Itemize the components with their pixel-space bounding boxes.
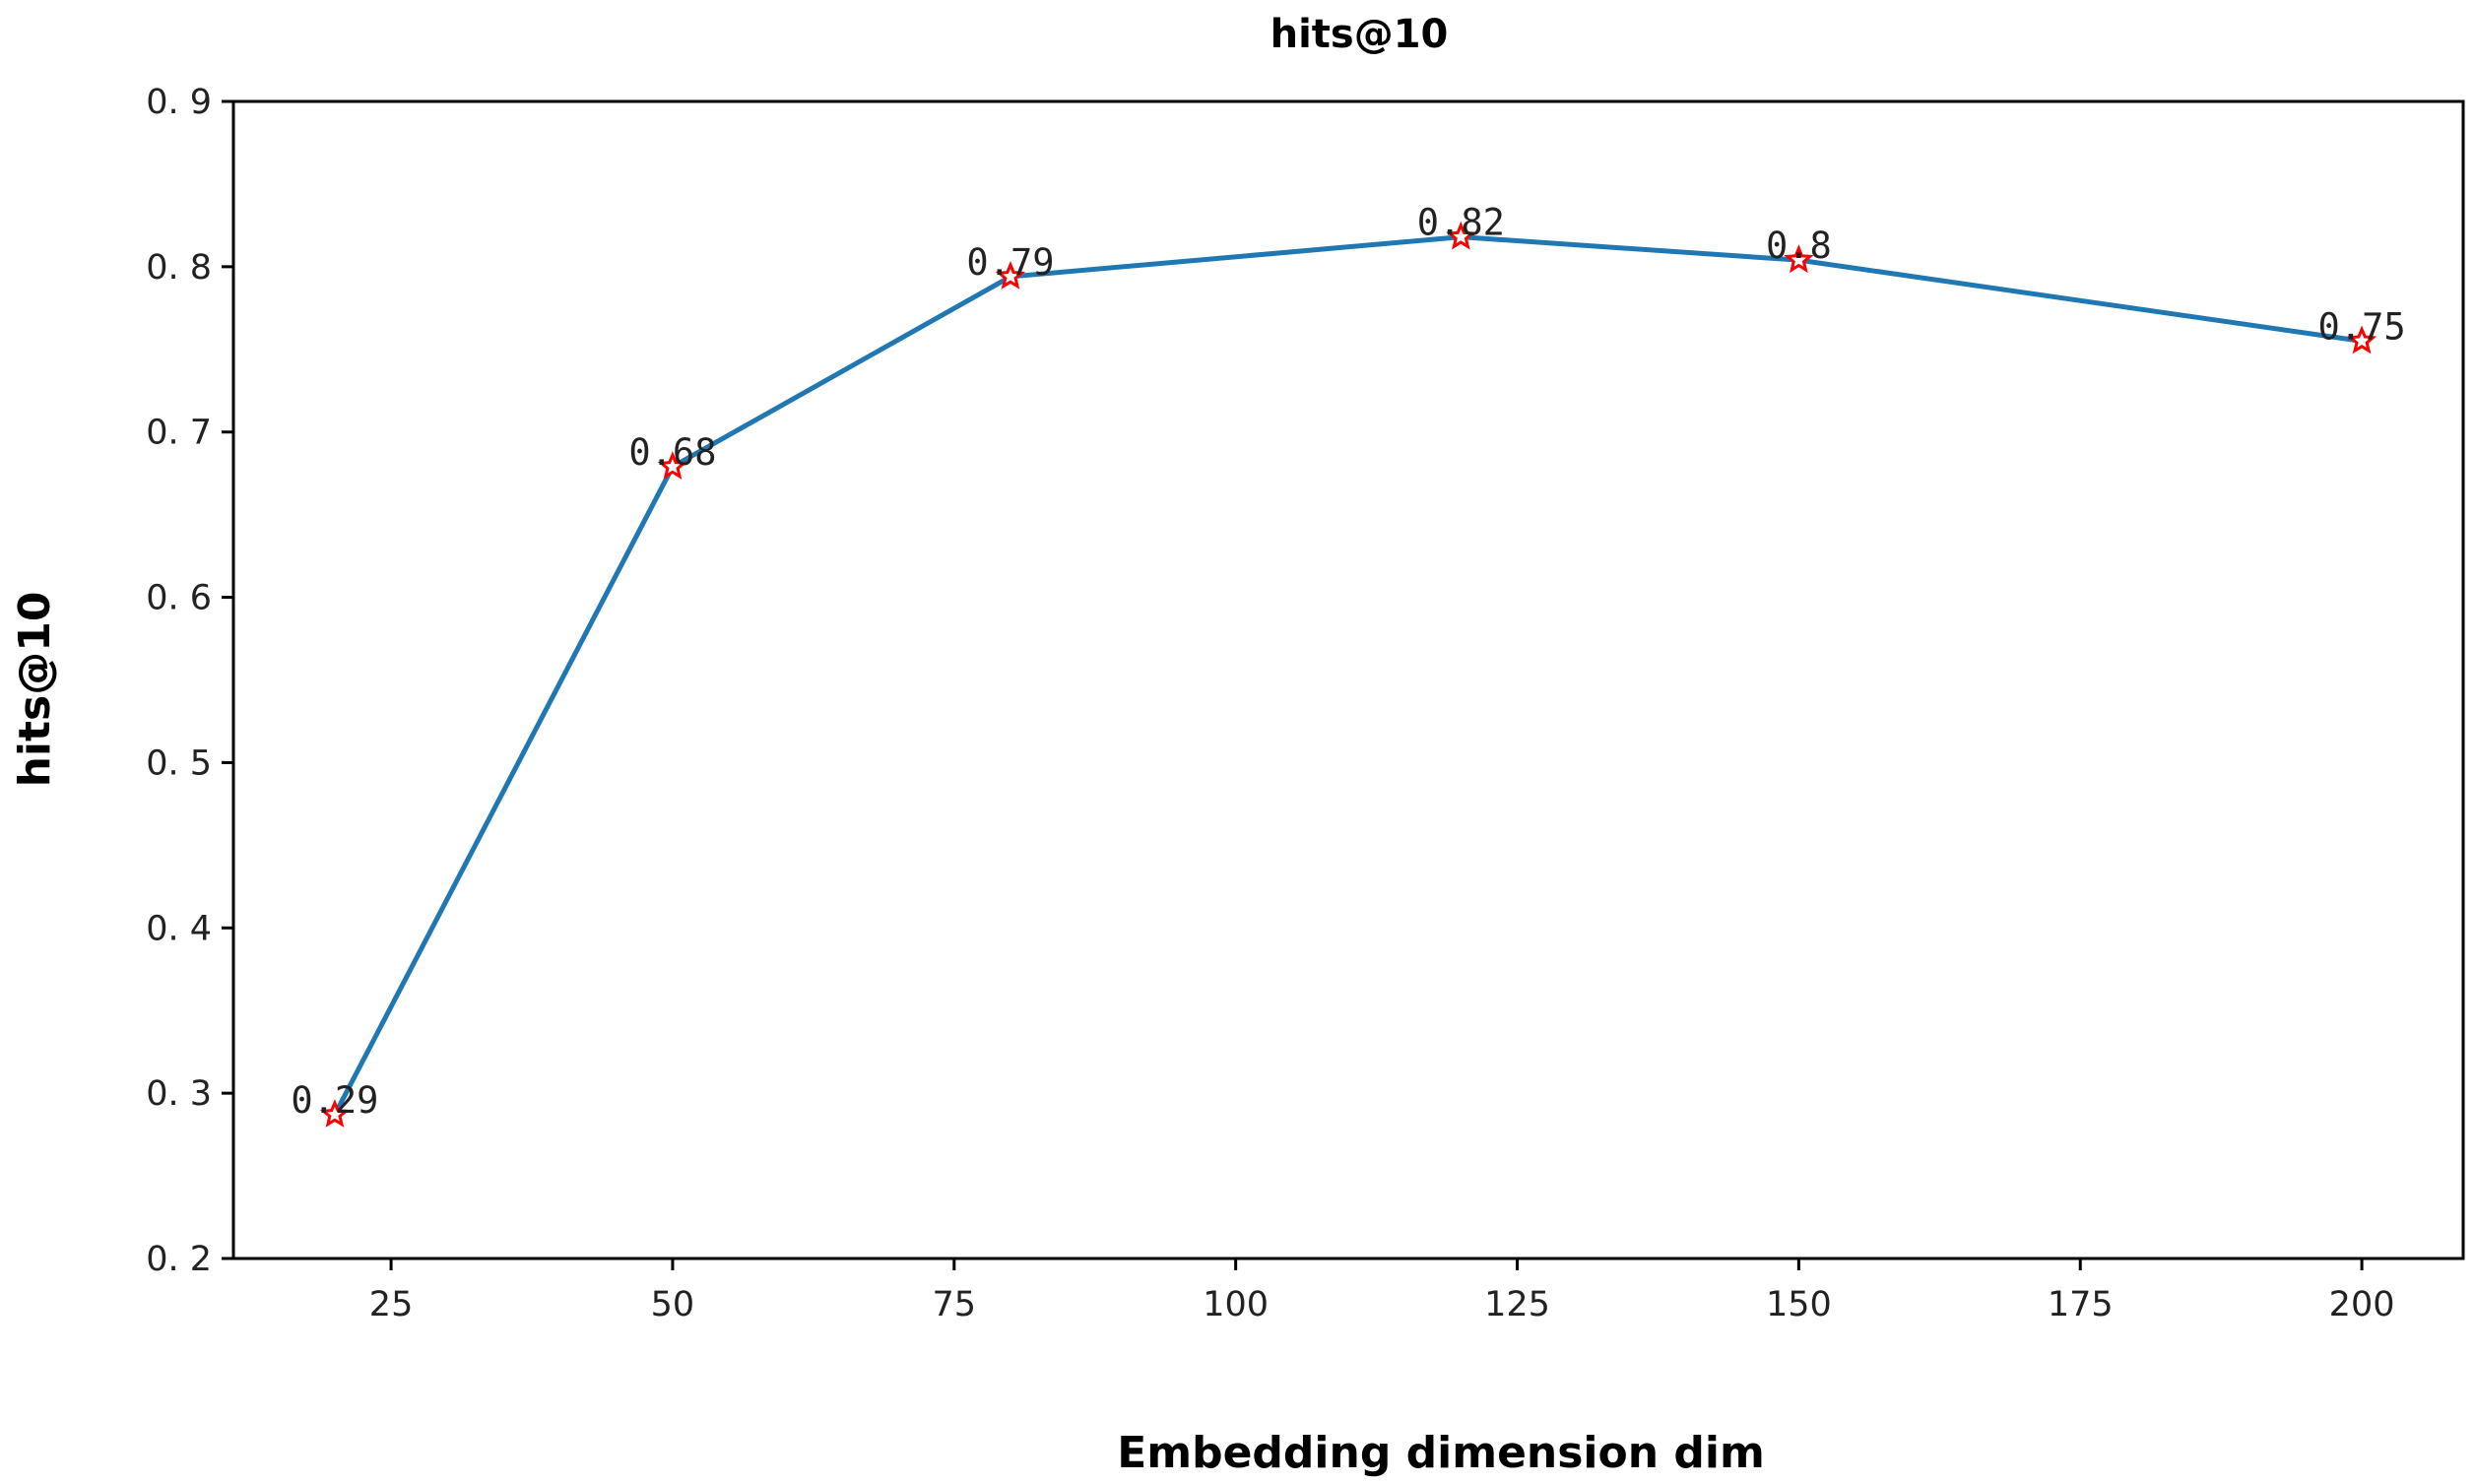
y-tick-label: 0. 6	[146, 579, 212, 618]
x-tick-label: 175	[2048, 1285, 2114, 1324]
data-label: 0.82	[1417, 202, 1505, 244]
data-label: 0.68	[628, 431, 716, 474]
plot-area-frame	[231, 99, 2465, 1260]
y-tick-label: 0. 4	[146, 909, 212, 948]
x-axis: 25 50 75 100 125 150 175 200	[369, 1258, 2395, 1324]
x-tick-label: 75	[933, 1285, 977, 1324]
data-label: 0.79	[966, 241, 1054, 284]
y-tick-label: 0. 9	[146, 83, 212, 122]
x-tick-label: 150	[1766, 1285, 1832, 1324]
series-line	[332, 234, 2363, 1117]
y-tick-label: 0. 2	[146, 1240, 212, 1279]
data-label: 0.8	[1766, 225, 1832, 267]
data-point-star-marker	[657, 451, 688, 480]
data-point-star-marker	[995, 260, 1026, 290]
y-tick-label: 0. 5	[146, 743, 212, 783]
data-point-star-marker	[1446, 221, 1476, 250]
data-point-star-marker	[319, 1099, 351, 1128]
x-tick-label: 50	[651, 1285, 695, 1324]
y-tick-label: 0. 3	[146, 1074, 212, 1114]
x-axis-label: Embedding dimension dim	[1117, 1428, 1765, 1478]
y-tick-label: 0. 7	[146, 414, 212, 453]
y-axis-label: hits@10	[10, 592, 60, 788]
x-tick-label: 125	[1484, 1285, 1550, 1324]
data-label: 0.75	[2318, 305, 2406, 348]
data-point-star-marker	[2347, 325, 2377, 355]
x-tick-label: 25	[369, 1285, 414, 1324]
series-layer: 0.29 0.68 0.79 0.82 0.8 0.75	[291, 202, 2406, 1128]
chart-title: hits@10	[1270, 12, 1449, 57]
data-label: 0.29	[291, 1079, 378, 1122]
data-point-star-marker	[1784, 244, 1814, 274]
y-axis: 0. 2 0. 3 0. 4 0. 5 0. 6 0. 7 0. 8 0. 9	[146, 83, 233, 1279]
y-tick-label: 0. 8	[146, 248, 212, 288]
x-tick-label: 200	[2329, 1285, 2395, 1324]
x-tick-label: 100	[1203, 1285, 1269, 1324]
